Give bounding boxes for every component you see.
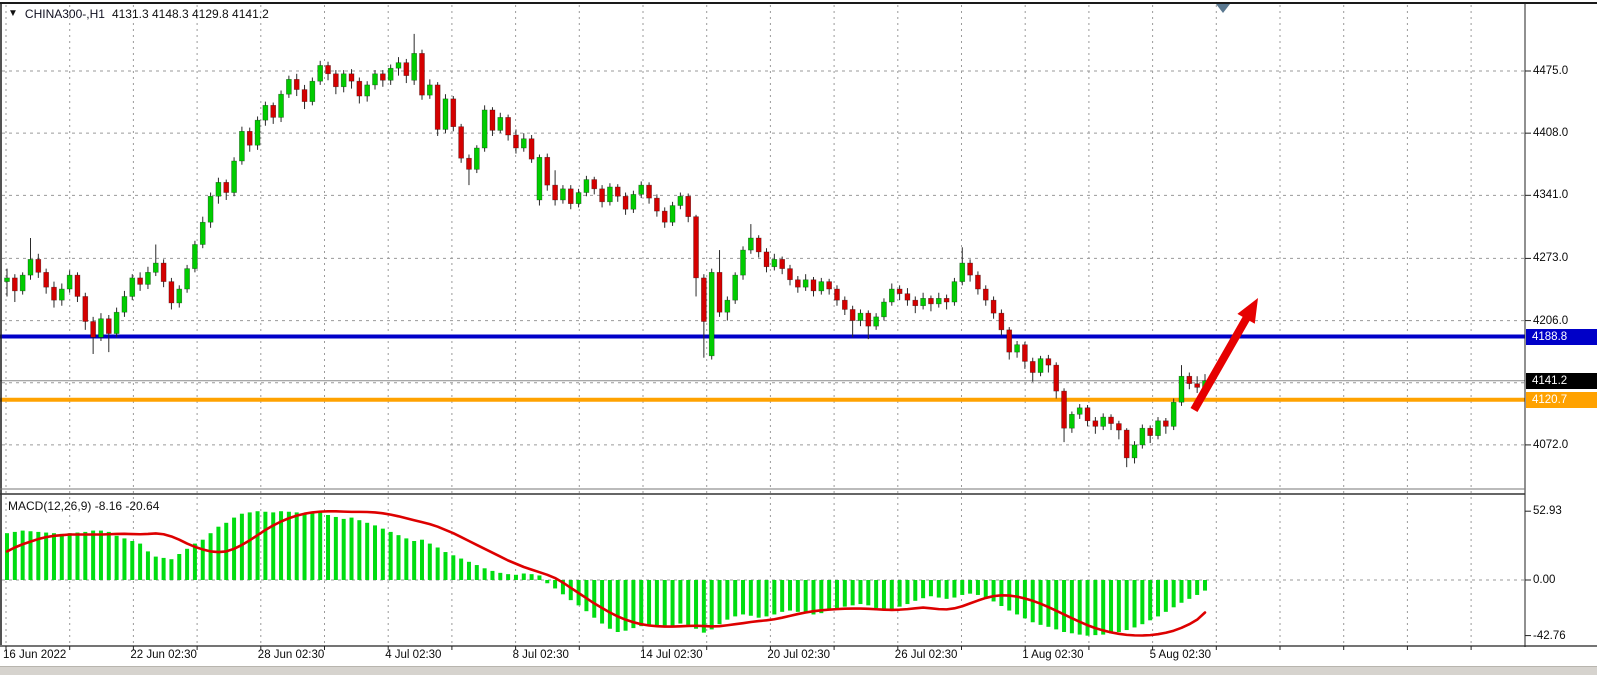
time-axis-label: 28 Jun 02:30 — [257, 649, 325, 661]
time-axis-label: 14 Jul 02:30 — [640, 649, 703, 661]
bid-price-badge: 4141.2 — [1526, 372, 1597, 389]
macd-signal-line — [5, 510, 1207, 637]
trend-arrow[interactable] — [1190, 298, 1258, 412]
time-axis-label: 20 Jul 02:30 — [767, 649, 831, 661]
time-axis-label: 22 Jun 02:30 — [130, 649, 197, 661]
chart-plot-area[interactable] — [0, 3, 1525, 645]
time-axis-label: 8 Jul 02:30 — [512, 649, 569, 661]
symbol-timeframe-label: CHINA300-,H1 — [24, 7, 105, 21]
symbol-dropdown-icon[interactable]: ▼ — [8, 8, 18, 19]
macd-scale-label: 0.00 — [1533, 574, 1556, 586]
time-axis-label: 4 Jul 02:30 — [385, 649, 442, 661]
price-axis-label: 4273.0 — [1533, 252, 1569, 265]
price-axis-label: 4206.0 — [1533, 314, 1569, 327]
time-axis-label: 1 Aug 02:30 — [1022, 649, 1084, 661]
vertical-gridlines — [5, 5, 1472, 645]
window-bottom-strip — [0, 666, 1597, 675]
macd-scale-label: 52.93 — [1533, 505, 1562, 518]
time-axis-label: 26 Jul 02:30 — [894, 649, 958, 661]
chart-title: ▼ CHINA300-,H1 4131.3 4148.3 4129.8 4141… — [8, 7, 269, 21]
chart-shift-marker-icon[interactable] — [1216, 4, 1230, 13]
price-axis-label: 4072.0 — [1533, 438, 1569, 451]
macd-indicator-label: MACD(12,26,9) -8.16 -20.64 — [8, 499, 160, 513]
axis-ticks — [5, 70, 1531, 650]
price-axis-label: 4408.0 — [1533, 127, 1569, 140]
time-axis-label: 5 Aug 02:30 — [1149, 649, 1211, 661]
candlesticks — [4, 33, 1208, 468]
price-axis-label: 4475.0 — [1533, 65, 1569, 77]
support-price-badge: 4120.7 — [1526, 391, 1597, 408]
ohlc-values: 4131.3 4148.3 4129.8 4141.2 — [111, 7, 269, 21]
macd-scale-label: -42.76 — [1533, 629, 1566, 642]
time-axis-label: 16 Jun 2022 — [3, 649, 67, 661]
price-axis-label: 4341.0 — [1533, 189, 1569, 202]
resistance-price-badge: 4188.8 — [1526, 328, 1597, 345]
